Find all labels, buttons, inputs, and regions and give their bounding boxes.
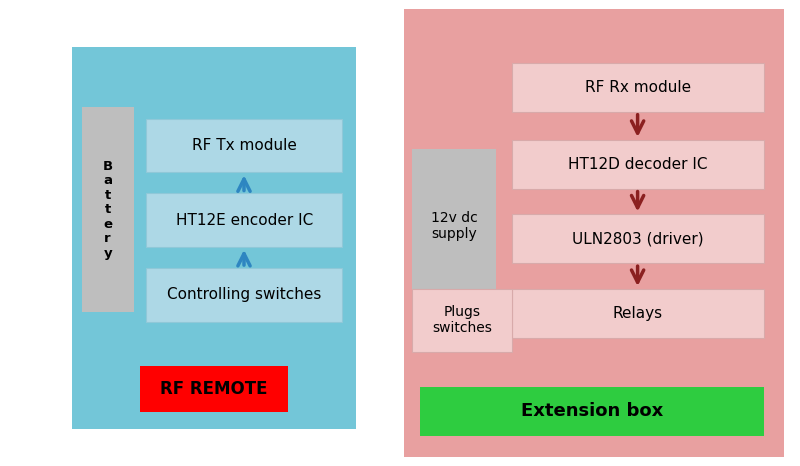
FancyBboxPatch shape [420,387,764,436]
FancyBboxPatch shape [512,63,764,112]
FancyBboxPatch shape [512,214,764,263]
FancyBboxPatch shape [412,289,512,352]
FancyBboxPatch shape [146,119,342,172]
Text: Controlling switches: Controlling switches [167,287,322,302]
Text: RF REMOTE: RF REMOTE [160,380,268,398]
Text: HT12E encoder IC: HT12E encoder IC [176,212,313,228]
Text: RF Rx module: RF Rx module [585,80,691,95]
Text: Relays: Relays [613,306,663,321]
Text: Plugs
switches: Plugs switches [432,305,492,336]
Text: RF Tx module: RF Tx module [192,138,297,153]
Text: Extension box: Extension box [521,402,663,420]
FancyBboxPatch shape [140,366,288,412]
Text: B
a
t
t
e
r
y: B a t t e r y [102,160,113,260]
FancyBboxPatch shape [146,268,342,322]
FancyBboxPatch shape [412,149,496,303]
FancyBboxPatch shape [72,47,356,429]
FancyBboxPatch shape [404,9,784,457]
Text: 12v dc
supply: 12v dc supply [430,211,478,241]
Text: HT12D decoder IC: HT12D decoder IC [568,157,708,172]
FancyBboxPatch shape [146,193,342,247]
FancyBboxPatch shape [512,289,764,338]
FancyBboxPatch shape [512,140,764,189]
Text: ULN2803 (driver): ULN2803 (driver) [572,231,704,247]
FancyBboxPatch shape [82,107,134,312]
